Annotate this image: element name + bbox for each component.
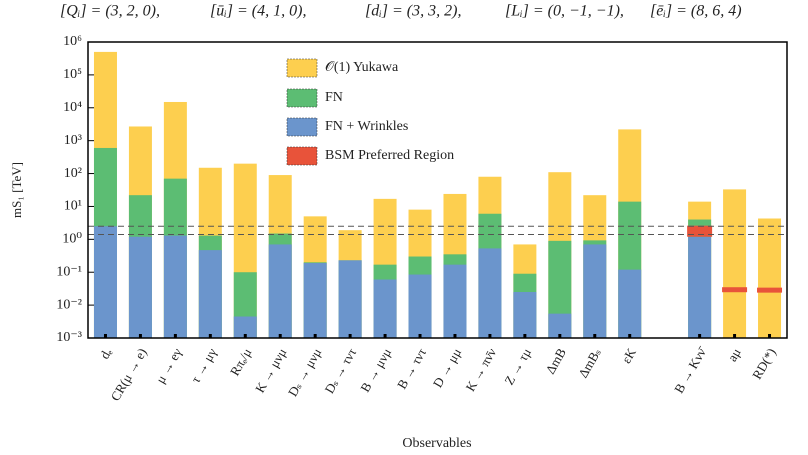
bar xyxy=(93,226,117,338)
x-tick-label: ΔmB xyxy=(542,345,569,376)
bar xyxy=(513,292,537,338)
legend-label: FN + Wrinkles xyxy=(325,119,408,134)
bar xyxy=(373,279,397,338)
legend-swatch xyxy=(286,88,318,108)
bar xyxy=(618,269,642,338)
x-tick-label: μ → eγ xyxy=(153,345,185,386)
x-axis-label: Observables xyxy=(402,436,471,451)
plot-frame xyxy=(87,41,788,339)
bar xyxy=(198,250,222,338)
y-tick-label: 10⁻¹ xyxy=(56,264,82,279)
bsm-region xyxy=(687,225,713,237)
bar xyxy=(233,316,257,338)
header-text: [Lᵢ] = (0, −1, −1), xyxy=(505,3,624,20)
bar xyxy=(163,235,187,338)
y-tick-label: 10¹ xyxy=(64,199,82,214)
bsm-region xyxy=(722,287,748,293)
x-tick-label: εK xyxy=(618,345,639,366)
y-axis-label: mS₁ [TeV] xyxy=(9,162,24,218)
bsm-region xyxy=(757,287,783,293)
bar xyxy=(583,244,607,338)
bar xyxy=(303,263,327,338)
y-tick-label: 10⁻³ xyxy=(56,330,82,345)
x-tick-label: dₑ xyxy=(97,345,115,362)
bar xyxy=(723,189,747,338)
bar xyxy=(478,248,502,338)
bar xyxy=(443,264,467,338)
header-text: [ūᵢ] = (4, 1, 0), xyxy=(210,3,306,20)
header-text: [Qᵢ] = (3, 2, 0), xyxy=(60,3,160,20)
x-tick-label: Z → τμ xyxy=(501,345,534,387)
legend-label: BSM Preferred Region xyxy=(325,148,454,163)
x-tick-label: ΔmBₛ xyxy=(575,345,604,380)
legend-swatch xyxy=(286,117,318,137)
x-tick-label: Rπₑ/μ xyxy=(227,345,255,378)
y-tick-label: 10⁻² xyxy=(56,297,82,312)
x-tick-label: τ → μγ xyxy=(188,345,220,385)
y-tick-label: 10⁵ xyxy=(63,67,82,82)
bar xyxy=(338,260,362,338)
bar xyxy=(128,236,152,338)
x-tick-label: aμ xyxy=(724,345,743,364)
x-tick-label: Dₛ → μνμ xyxy=(285,345,325,398)
header-text: [ēᵢ] = (8, 6, 4) xyxy=(650,3,742,20)
x-tick-label: B → τντ xyxy=(394,345,429,391)
y-tick-label: 10⁶ xyxy=(63,34,82,49)
x-tick-label: B → Kνν̄ xyxy=(671,344,710,396)
bar xyxy=(548,313,572,338)
x-tick-label: B → μνμ xyxy=(357,345,394,394)
legend-label: FN xyxy=(325,90,343,105)
bar xyxy=(688,236,712,338)
x-tick-label: D → μμ xyxy=(430,345,464,390)
bar xyxy=(408,274,432,338)
legend-swatch xyxy=(286,146,318,166)
legend-swatch xyxy=(286,58,318,78)
y-tick-label: 10⁴ xyxy=(63,100,82,115)
x-tick-label: RD(*) xyxy=(749,345,779,381)
x-tick-label: K → μνμ xyxy=(252,345,289,395)
x-tick-label: K → πν̄ν xyxy=(463,345,500,393)
bar xyxy=(758,218,782,338)
y-tick-label: 10³ xyxy=(64,133,82,148)
y-tick-label: 10² xyxy=(64,166,82,181)
bar xyxy=(268,244,292,338)
legend-label: 𝒪(1) Yukawa xyxy=(325,60,399,75)
y-tick-label: 10⁰ xyxy=(62,232,82,247)
header-text: [dᵢ] = (3, 3, 2), xyxy=(365,3,461,20)
x-tick-label: Dₛ → τντ xyxy=(322,345,360,395)
